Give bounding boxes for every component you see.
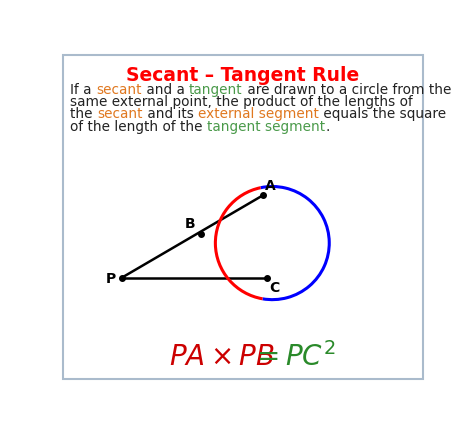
Text: $= PC^2$: $= PC^2$ xyxy=(251,342,336,372)
Text: and its: and its xyxy=(143,107,198,121)
Text: B: B xyxy=(184,217,195,230)
Text: .: . xyxy=(325,120,329,133)
Text: are drawn to a circle from the: are drawn to a circle from the xyxy=(243,83,451,97)
Text: tangent segment: tangent segment xyxy=(207,120,325,133)
Text: secant: secant xyxy=(97,107,143,121)
Text: secant: secant xyxy=(96,83,142,97)
Text: $PA\times PB$: $PA\times PB$ xyxy=(169,343,275,371)
Text: C: C xyxy=(270,281,280,295)
Text: equals the square: equals the square xyxy=(319,107,446,121)
Text: If a: If a xyxy=(70,83,96,97)
Text: the: the xyxy=(70,107,97,121)
Text: P: P xyxy=(106,272,116,287)
Text: Secant – Tangent Rule: Secant – Tangent Rule xyxy=(126,66,360,85)
Text: tangent: tangent xyxy=(189,83,243,97)
Text: of the length of the: of the length of the xyxy=(70,120,207,133)
Text: and a: and a xyxy=(142,83,189,97)
Text: A: A xyxy=(265,178,276,193)
Text: same external point, the product of the lengths of: same external point, the product of the … xyxy=(70,95,413,109)
Text: external segment: external segment xyxy=(198,107,319,121)
